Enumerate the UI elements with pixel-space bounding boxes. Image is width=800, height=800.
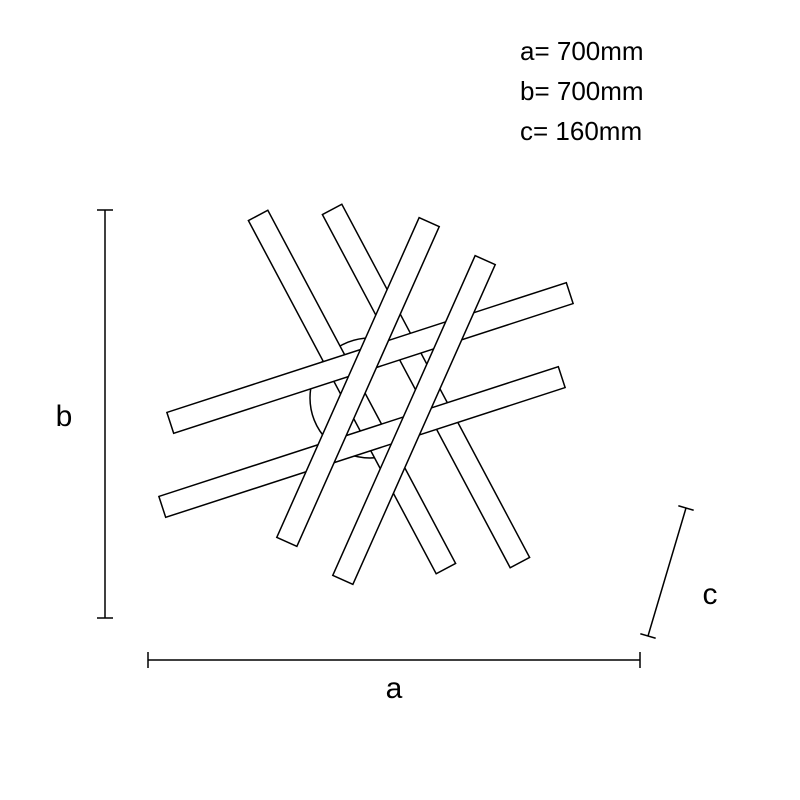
dim-label-a: a	[386, 672, 403, 705]
legend-a: a= 700mm	[520, 36, 644, 66]
dim-label-c: c	[703, 578, 718, 611]
legend-c: c= 160mm	[520, 116, 642, 146]
fixture	[159, 204, 573, 584]
technical-drawing: a= 700mm b= 700mm c= 160mm a b c	[0, 0, 800, 800]
legend-b: b= 700mm	[520, 76, 644, 106]
dim-label-b: b	[56, 400, 73, 433]
